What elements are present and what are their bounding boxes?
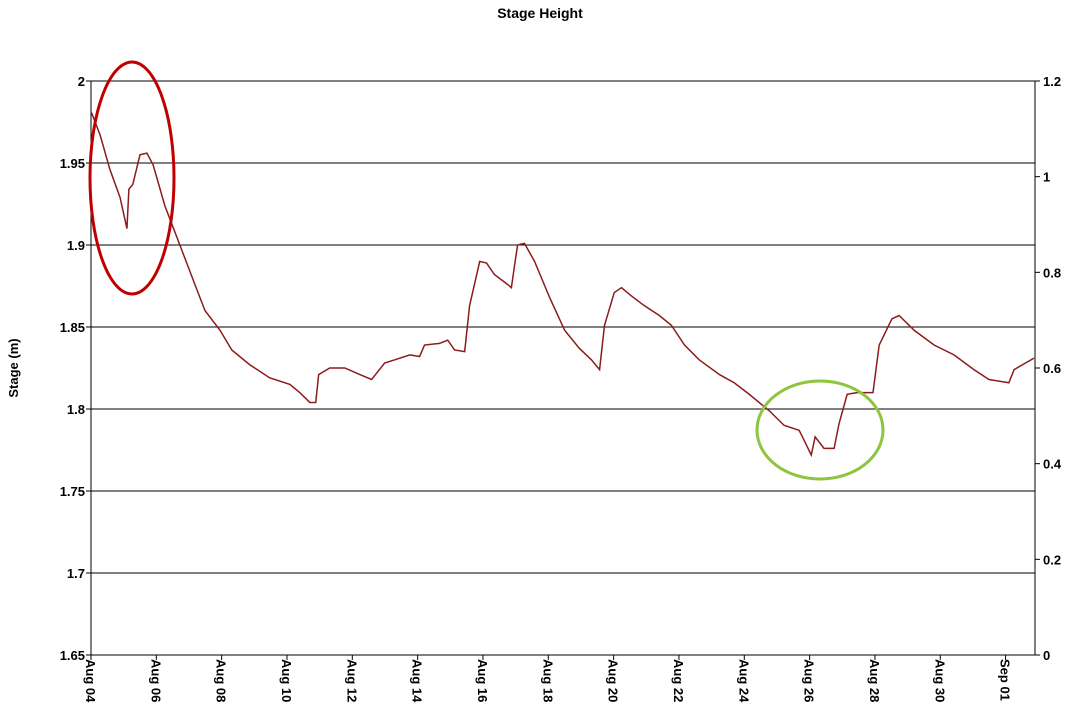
plot-area: 1.65 1.7 1.75 1.8 1.85 1.9 1.95 2 0 0.2 0.4 0.6 0.8 1…	[60, 74, 1062, 703]
x-tick-label: Aug 14	[410, 659, 425, 703]
x-tick-label: Aug 10	[279, 659, 294, 702]
x-tick-label: Aug 06	[148, 659, 163, 702]
highlight-ellipse	[88, 60, 176, 296]
x-tick-label: Aug 18	[540, 659, 555, 702]
y-tick-label: 2	[78, 74, 85, 89]
chart-title: Stage Height	[497, 5, 583, 21]
y-tick-label: 1.7	[67, 566, 85, 581]
x-tick-label: Aug 22	[671, 659, 686, 702]
highlight-ellipse	[755, 379, 885, 481]
y-tick-label: 1.75	[60, 484, 85, 499]
x-tick-label: Aug 26	[802, 659, 817, 702]
x-tick-label: Aug 08	[214, 659, 229, 702]
y-axis-label: Stage (m)	[6, 338, 21, 397]
data-line	[90, 111, 1035, 458]
x-tick-label: Aug 30	[932, 659, 947, 702]
y2-tick-label: 1	[1043, 170, 1050, 185]
y-tick-label: 1.95	[60, 156, 85, 171]
x-tick-label: Aug 16	[475, 659, 490, 702]
x-tick-label: Aug 28	[867, 659, 882, 702]
y-tick-label: 1.8	[67, 402, 85, 417]
x-tick-label: Aug 20	[606, 659, 621, 702]
x-tick-label: Aug 12	[344, 659, 359, 702]
y2-tick-label: 0.6	[1043, 361, 1061, 376]
x-tick-label: Aug 24	[736, 659, 751, 703]
x-tick-label: Aug 04	[83, 659, 98, 703]
y-tick-label: 1.9	[67, 238, 85, 253]
y2-tick-label: 0.4	[1043, 457, 1062, 472]
y2-tick-label: 0	[1043, 648, 1050, 663]
y-tick-label: 1.85	[60, 320, 85, 335]
plot-frame	[90, 80, 1036, 656]
y2-tick-label: 0.2	[1043, 552, 1061, 567]
y-tick-label: 1.65	[60, 648, 85, 663]
x-tick-label: Sep 01	[998, 659, 1013, 701]
y2-tick-label: 0.8	[1043, 265, 1061, 280]
y2-tick-label: 1.2	[1043, 74, 1061, 89]
